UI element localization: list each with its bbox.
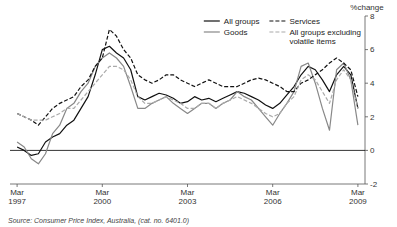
text-line: 1997 (8, 197, 26, 206)
x-tick-label: Mar2009 (349, 188, 367, 206)
x-tick (357, 184, 358, 187)
text-line: Goods (224, 28, 248, 37)
x-tick-label: Mar1997 (8, 188, 26, 206)
x-tick-label: Mar2003 (179, 188, 197, 206)
y-axis: -2 0 2 4 6 8 (365, 12, 378, 189)
x-tick-label: Mar2006 (264, 188, 282, 206)
y-tick (365, 16, 368, 17)
series-line (17, 29, 358, 125)
text-line: 2006 (264, 197, 282, 206)
y-tick-label: 2 (370, 113, 375, 122)
zero-line (10, 150, 365, 151)
y-tick (365, 150, 368, 151)
y-tick-label: 6 (370, 45, 375, 54)
y-tick (365, 116, 368, 117)
x-tick-label: Mar2000 (93, 188, 111, 206)
plot-area (17, 29, 358, 163)
legend: All groups Goods Services All groups exclud… (204, 17, 361, 46)
y-tick-label: 8 (370, 12, 375, 21)
y-axis-label: %change (350, 3, 384, 12)
text-line: Services (289, 17, 320, 26)
legend-label: Goods (224, 28, 248, 37)
y-tick (365, 83, 368, 84)
text-line: Mar (181, 188, 195, 197)
series-line (17, 46, 358, 155)
chart: -202468%changeMar1997Mar2000Mar2003Mar20… (0, 0, 397, 227)
legend-swatch (204, 20, 220, 21)
y-tick (365, 184, 368, 185)
legend-swatch (269, 20, 285, 21)
x-tick (272, 184, 273, 187)
y-axis-line (365, 16, 366, 184)
text-line: All groups (224, 17, 260, 26)
text-line: 2009 (349, 197, 367, 206)
y-tick-label: 4 (370, 79, 375, 88)
x-tick (187, 184, 188, 187)
text-line: Mar (95, 188, 109, 197)
legend-swatch (269, 31, 285, 32)
text-line: Mar (10, 188, 24, 197)
text-line: volatile items (289, 37, 335, 46)
x-tick (17, 184, 18, 187)
y-tick (365, 49, 368, 50)
legend-swatch (204, 31, 220, 32)
legend-label: All groups excludingvolatile items (289, 28, 361, 46)
series-line (17, 66, 358, 120)
series-line (17, 53, 358, 164)
text-line: 2003 (179, 197, 197, 206)
x-tick (102, 184, 103, 187)
text-line: 2000 (93, 197, 111, 206)
x-axis: Mar1997Mar2000Mar2003Mar2006Mar2009 (8, 184, 367, 206)
text-line: Mar (351, 188, 365, 197)
y-tick-label: -2 (370, 180, 378, 189)
source-note: Source: Consumer Price Index, Australia,… (8, 217, 189, 225)
text-line: All groups excluding (289, 28, 361, 37)
text-line: Mar (266, 188, 280, 197)
y-tick-label: 0 (370, 146, 375, 155)
legend-label: All groups (224, 17, 260, 26)
legend-label: Services (289, 17, 320, 26)
